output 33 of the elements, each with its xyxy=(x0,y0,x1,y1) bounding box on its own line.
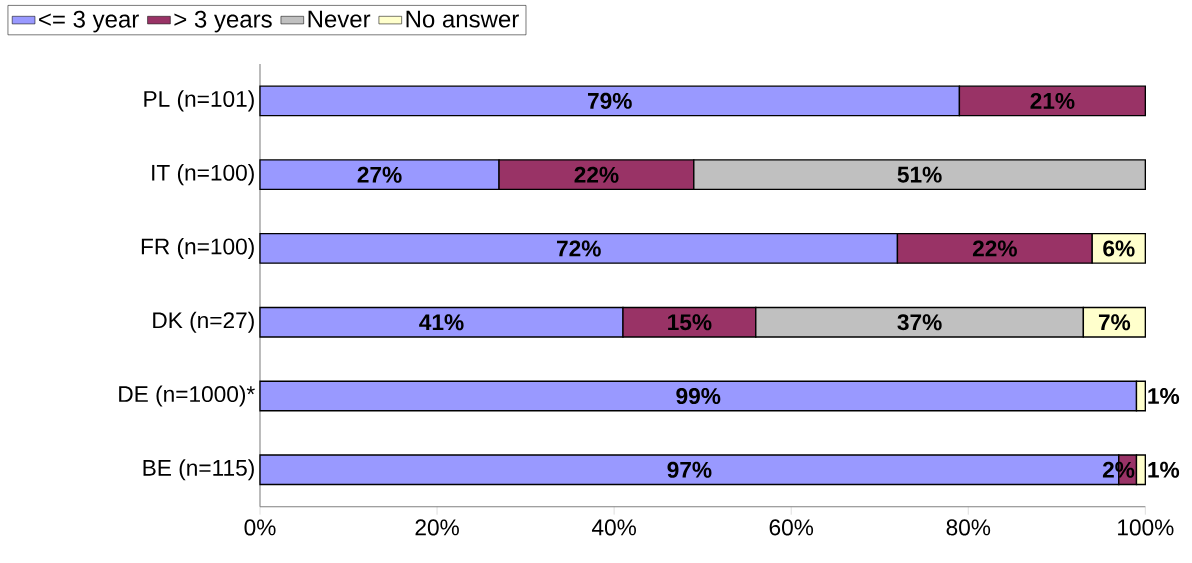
y-tick-label: FR (n=100) xyxy=(141,238,254,260)
data-label: 22% xyxy=(972,240,1017,257)
legend-label: Never xyxy=(308,11,371,28)
y-tick-label: BE (n=115) xyxy=(143,459,254,481)
x-tick-label: 0% xyxy=(244,519,276,536)
y-tick-label: DE (n=1000)* xyxy=(119,385,255,407)
data-label: 1% xyxy=(1148,461,1180,478)
data-label: 1% xyxy=(1148,388,1180,405)
data-label: 2% xyxy=(1102,461,1135,478)
data-label: 41% xyxy=(419,314,464,331)
x-tick-label: 60% xyxy=(769,519,814,536)
y-tick-label: IT (n=100) xyxy=(152,164,254,186)
data-label: 22% xyxy=(574,166,619,183)
data-label: 6% xyxy=(1103,240,1135,257)
data-label: 21% xyxy=(1030,93,1075,110)
data-label: 27% xyxy=(357,166,402,183)
x-tick-label: 40% xyxy=(591,519,636,536)
legend-label: No answer xyxy=(406,11,519,28)
data-label: 99% xyxy=(676,388,721,405)
legend-label: <= 3 year xyxy=(39,10,139,33)
data-label: 97% xyxy=(667,461,712,478)
y-tick-label: PL (n=101) xyxy=(144,90,254,112)
data-label: 51% xyxy=(897,166,942,183)
legend-label: > 3 years xyxy=(174,10,272,33)
x-tick-label: 20% xyxy=(415,519,459,536)
data-label: 15% xyxy=(668,314,712,331)
data-label: 37% xyxy=(897,314,942,331)
data-label: 72% xyxy=(557,240,601,257)
x-tick-label: 100% xyxy=(1118,519,1174,536)
data-label: 7% xyxy=(1098,314,1131,331)
y-tick-label: DK (n=27) xyxy=(153,311,254,333)
x-tick-label: 80% xyxy=(946,519,991,536)
data-label: 79% xyxy=(588,93,632,110)
